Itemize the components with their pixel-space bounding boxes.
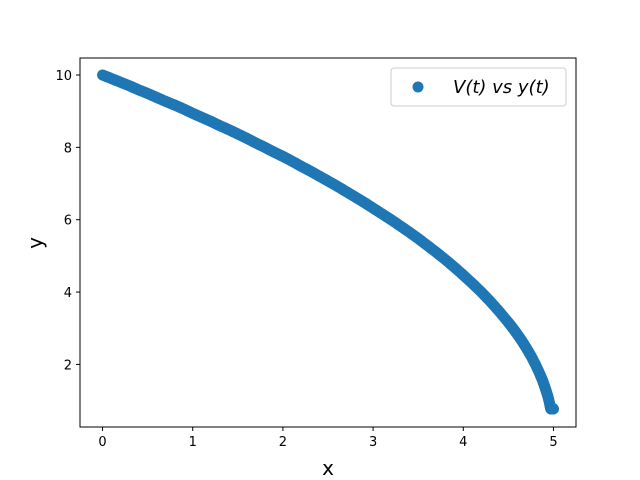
legend-label: V(t) vs y(t): [453, 77, 550, 98]
x-tick-label: 1: [189, 435, 197, 450]
y-axis-label: y: [23, 237, 47, 249]
legend: V(t) vs y(t): [390, 67, 567, 107]
x-tick-label: 0: [98, 435, 106, 450]
x-tick-label: 2: [279, 435, 287, 450]
scatter-points: [97, 69, 559, 415]
legend-marker: [412, 81, 424, 93]
y-tick-label: 10: [55, 69, 72, 84]
y-tick-label: 8: [64, 141, 72, 156]
y-tick-label: 6: [64, 214, 72, 229]
x-axis-label: x: [322, 456, 334, 480]
y-tick-label: 2: [64, 358, 72, 373]
x-tick-label: 4: [459, 435, 467, 450]
x-axis-ticks: 0 1 2 3 4 5: [98, 427, 558, 450]
plot-area: [79, 57, 577, 428]
scatter-point: [547, 403, 559, 415]
y-tick-label: 4: [64, 286, 72, 301]
x-tick-label: 3: [369, 435, 377, 450]
legend-box: [390, 67, 567, 107]
y-axis-ticks: 2 4 6 8 10: [55, 69, 80, 373]
plot-frame: [79, 57, 577, 428]
x-tick-label: 5: [549, 435, 557, 450]
